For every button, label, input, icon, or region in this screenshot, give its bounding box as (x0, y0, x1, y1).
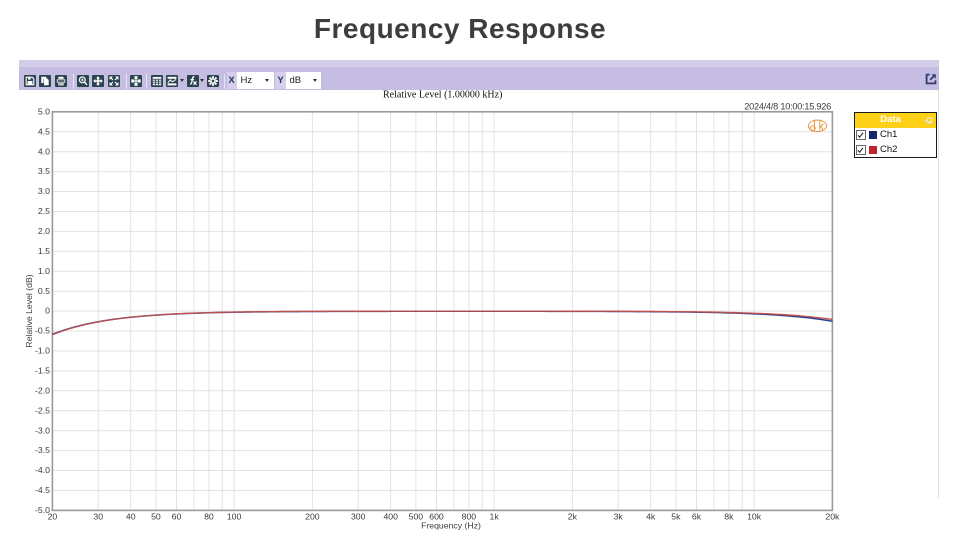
svg-text:8k: 8k (724, 512, 734, 522)
svg-text:400: 400 (383, 512, 398, 522)
svg-text:4.5: 4.5 (38, 126, 50, 136)
svg-text:50: 50 (151, 512, 161, 522)
svg-text:500: 500 (409, 512, 424, 522)
svg-text:3.0: 3.0 (38, 186, 50, 196)
svg-text:3k: 3k (614, 512, 624, 522)
svg-text:0: 0 (45, 306, 50, 316)
svg-text:1.5: 1.5 (38, 246, 50, 256)
svg-text:-5.0: -5.0 (35, 505, 50, 515)
svg-text:20k: 20k (825, 512, 840, 522)
svg-text:600: 600 (429, 512, 444, 522)
svg-text:40: 40 (126, 512, 136, 522)
svg-text:Relative Level (dB): Relative Level (dB) (24, 274, 34, 348)
svg-text:Relative Level (1.00000 kHz): Relative Level (1.00000 kHz) (383, 90, 502, 101)
svg-text:0.5: 0.5 (38, 286, 50, 296)
svg-text:4.0: 4.0 (38, 146, 50, 156)
svg-text:3.5: 3.5 (38, 166, 50, 176)
svg-text:-4.0: -4.0 (35, 465, 50, 475)
svg-text:300: 300 (351, 512, 366, 522)
svg-text:-2.0: -2.0 (35, 385, 50, 395)
svg-text:2.5: 2.5 (38, 206, 50, 216)
svg-text:-3.5: -3.5 (35, 445, 50, 455)
svg-text:1k: 1k (490, 512, 500, 522)
svg-text:4k: 4k (646, 512, 656, 522)
svg-text:-0.5: -0.5 (35, 326, 50, 336)
svg-text:5.0: 5.0 (38, 106, 50, 116)
svg-text:2k: 2k (568, 512, 578, 522)
svg-text:6k: 6k (692, 512, 702, 522)
svg-text:10k: 10k (747, 512, 762, 522)
svg-text:80: 80 (204, 512, 214, 522)
svg-text:1.0: 1.0 (38, 266, 50, 276)
svg-text:2024/4/8 10:00:15.926: 2024/4/8 10:00:15.926 (744, 102, 831, 112)
svg-text:60: 60 (172, 512, 182, 522)
svg-text:-2.5: -2.5 (35, 405, 50, 415)
svg-text:-1.0: -1.0 (35, 346, 50, 356)
svg-text:100: 100 (227, 512, 242, 522)
svg-text:-3.0: -3.0 (35, 425, 50, 435)
svg-text:-1.5: -1.5 (35, 366, 50, 376)
svg-text:5k: 5k (671, 512, 681, 522)
svg-text:800: 800 (462, 512, 477, 522)
svg-text:Frequency (Hz): Frequency (Hz) (421, 521, 481, 531)
svg-text:-4.5: -4.5 (35, 485, 50, 495)
svg-text:200: 200 (305, 512, 320, 522)
svg-text:2.0: 2.0 (38, 226, 50, 236)
svg-text:30: 30 (93, 512, 103, 522)
svg-text:20: 20 (48, 512, 58, 522)
